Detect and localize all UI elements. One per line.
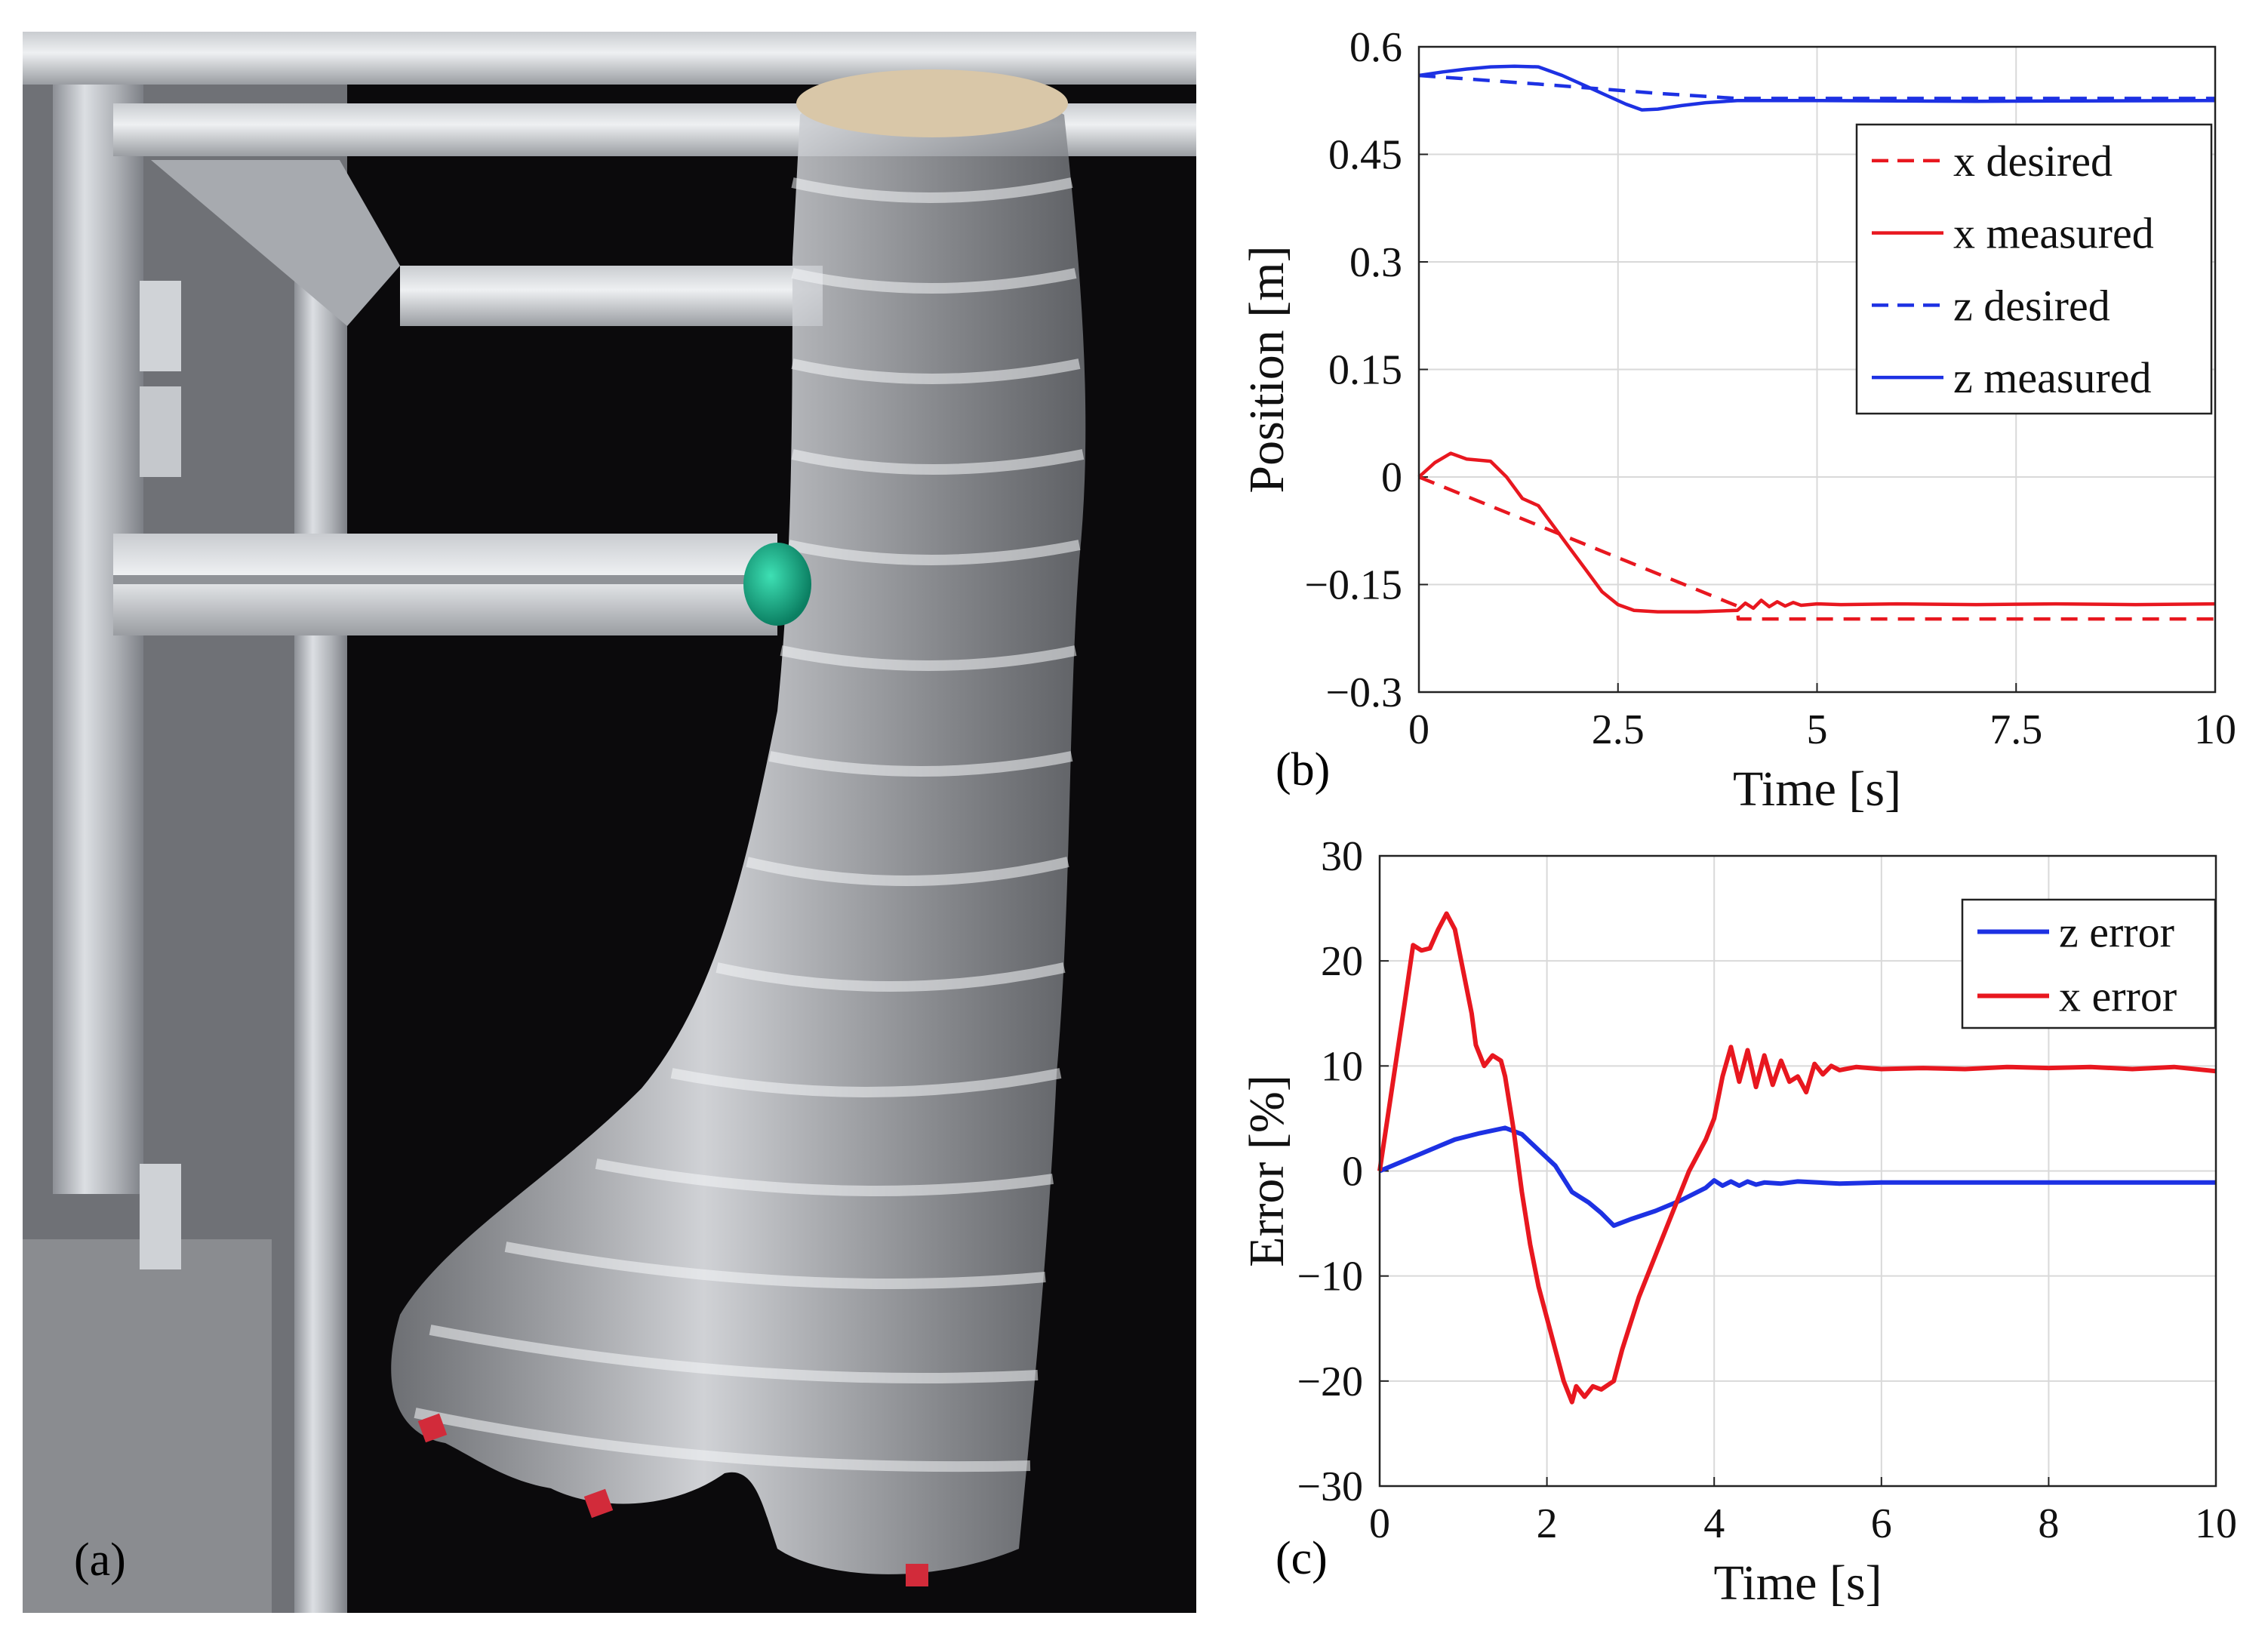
y-tick-label: 0 [1381,454,1402,501]
y-tick-label: −0.3 [1325,669,1402,716]
panel-label-b: (b) [1276,744,1331,795]
panel-label-c: (c) [1276,1533,1328,1584]
series-line-x-desired [1418,475,2215,621]
actuator-photo [23,32,1196,1613]
y-tick-label: 10 [1321,1043,1363,1090]
y-tick-label: 20 [1321,938,1363,985]
y-tick-label: 0.6 [1349,24,1402,71]
x-axis-label: Time [s] [1733,762,1901,817]
position-chart: 0 2.5 5 7.5 10 −0.3 −0.15 0 0.15 0.3 0.45 0.6 Time [… [1239,24,2236,817]
series-line-x-measured [1417,451,2216,614]
y-axis-label: Position [m] [1239,245,1294,493]
hinge-upper [140,281,181,371]
series-line-z-error [1378,1125,2216,1228]
x-tick-label: 5 [1807,706,1828,753]
legend-label: x error [2059,972,2177,1021]
legend-label: z error [2059,908,2174,957]
axes-box [1378,854,2217,1488]
support-arm-groove [113,575,777,584]
error-chart: 0 2 4 6 8 10 −30 −20 −10 0 10 20 30 Time [s] Error [%]… [1239,838,2237,1611]
x-tick-label: 10 [2195,1500,2237,1547]
third-rail [400,266,823,326]
hinge-mid [140,386,181,477]
hinge-lower [140,1164,181,1269]
series-line-z-measured [1418,64,2216,112]
axes-box [1417,45,2217,694]
y-tick-label: 30 [1321,838,1363,880]
x-tick-label: 10 [2194,706,2236,753]
series-line-x-error [1377,911,2217,1405]
legend-box [1855,123,2213,415]
legend-label: z measured [1953,353,2151,402]
y-tick-label: 0.3 [1349,239,1402,286]
red-tape-marker-icon [906,1564,928,1586]
legend-box [1961,898,2217,1029]
x-tick-label: 7.5 [1990,706,2042,753]
left-cabinet-panel [23,1239,272,1613]
legend-label: x measured [1953,209,2154,258]
panel-label-a: (a) [74,1534,126,1586]
x-tick-label: 0 [1408,706,1429,753]
y-tick-label: −0.15 [1304,562,1402,609]
inner-vertical-rail [294,281,347,1613]
x-tick-label: 0 [1369,1500,1390,1547]
x-tick-label: 4 [1703,1500,1725,1547]
actuator-ridges [414,177,1085,1472]
x-tick-label: 8 [2038,1500,2059,1547]
y-axis-label: Error [%] [1239,1075,1294,1267]
x-tick-label: 2 [1537,1500,1558,1547]
diagonal-brace [151,160,400,326]
x-axis-label: Time [s] [1713,1556,1882,1611]
red-tape-marker-icon [583,1488,614,1519]
y-tick-label: −30 [1297,1463,1363,1510]
legend-label: z desired [1953,281,2110,330]
mount-plate [796,69,1068,137]
red-tape-marker-icon [417,1413,448,1443]
y-tick-label: 0.15 [1328,347,1402,394]
y-tick-label: 0 [1342,1149,1363,1195]
y-tick-label: −20 [1297,1359,1363,1405]
tip-marker-icon [743,543,811,626]
top-rail [23,32,1196,85]
y-tick-label: 0.45 [1328,132,1402,179]
x-tick-label: 6 [1871,1500,1892,1547]
support-arm [113,534,777,635]
legend-label: x desired [1953,137,2113,186]
x-tick-label: 2.5 [1592,706,1645,753]
y-tick-label: −10 [1297,1254,1363,1300]
